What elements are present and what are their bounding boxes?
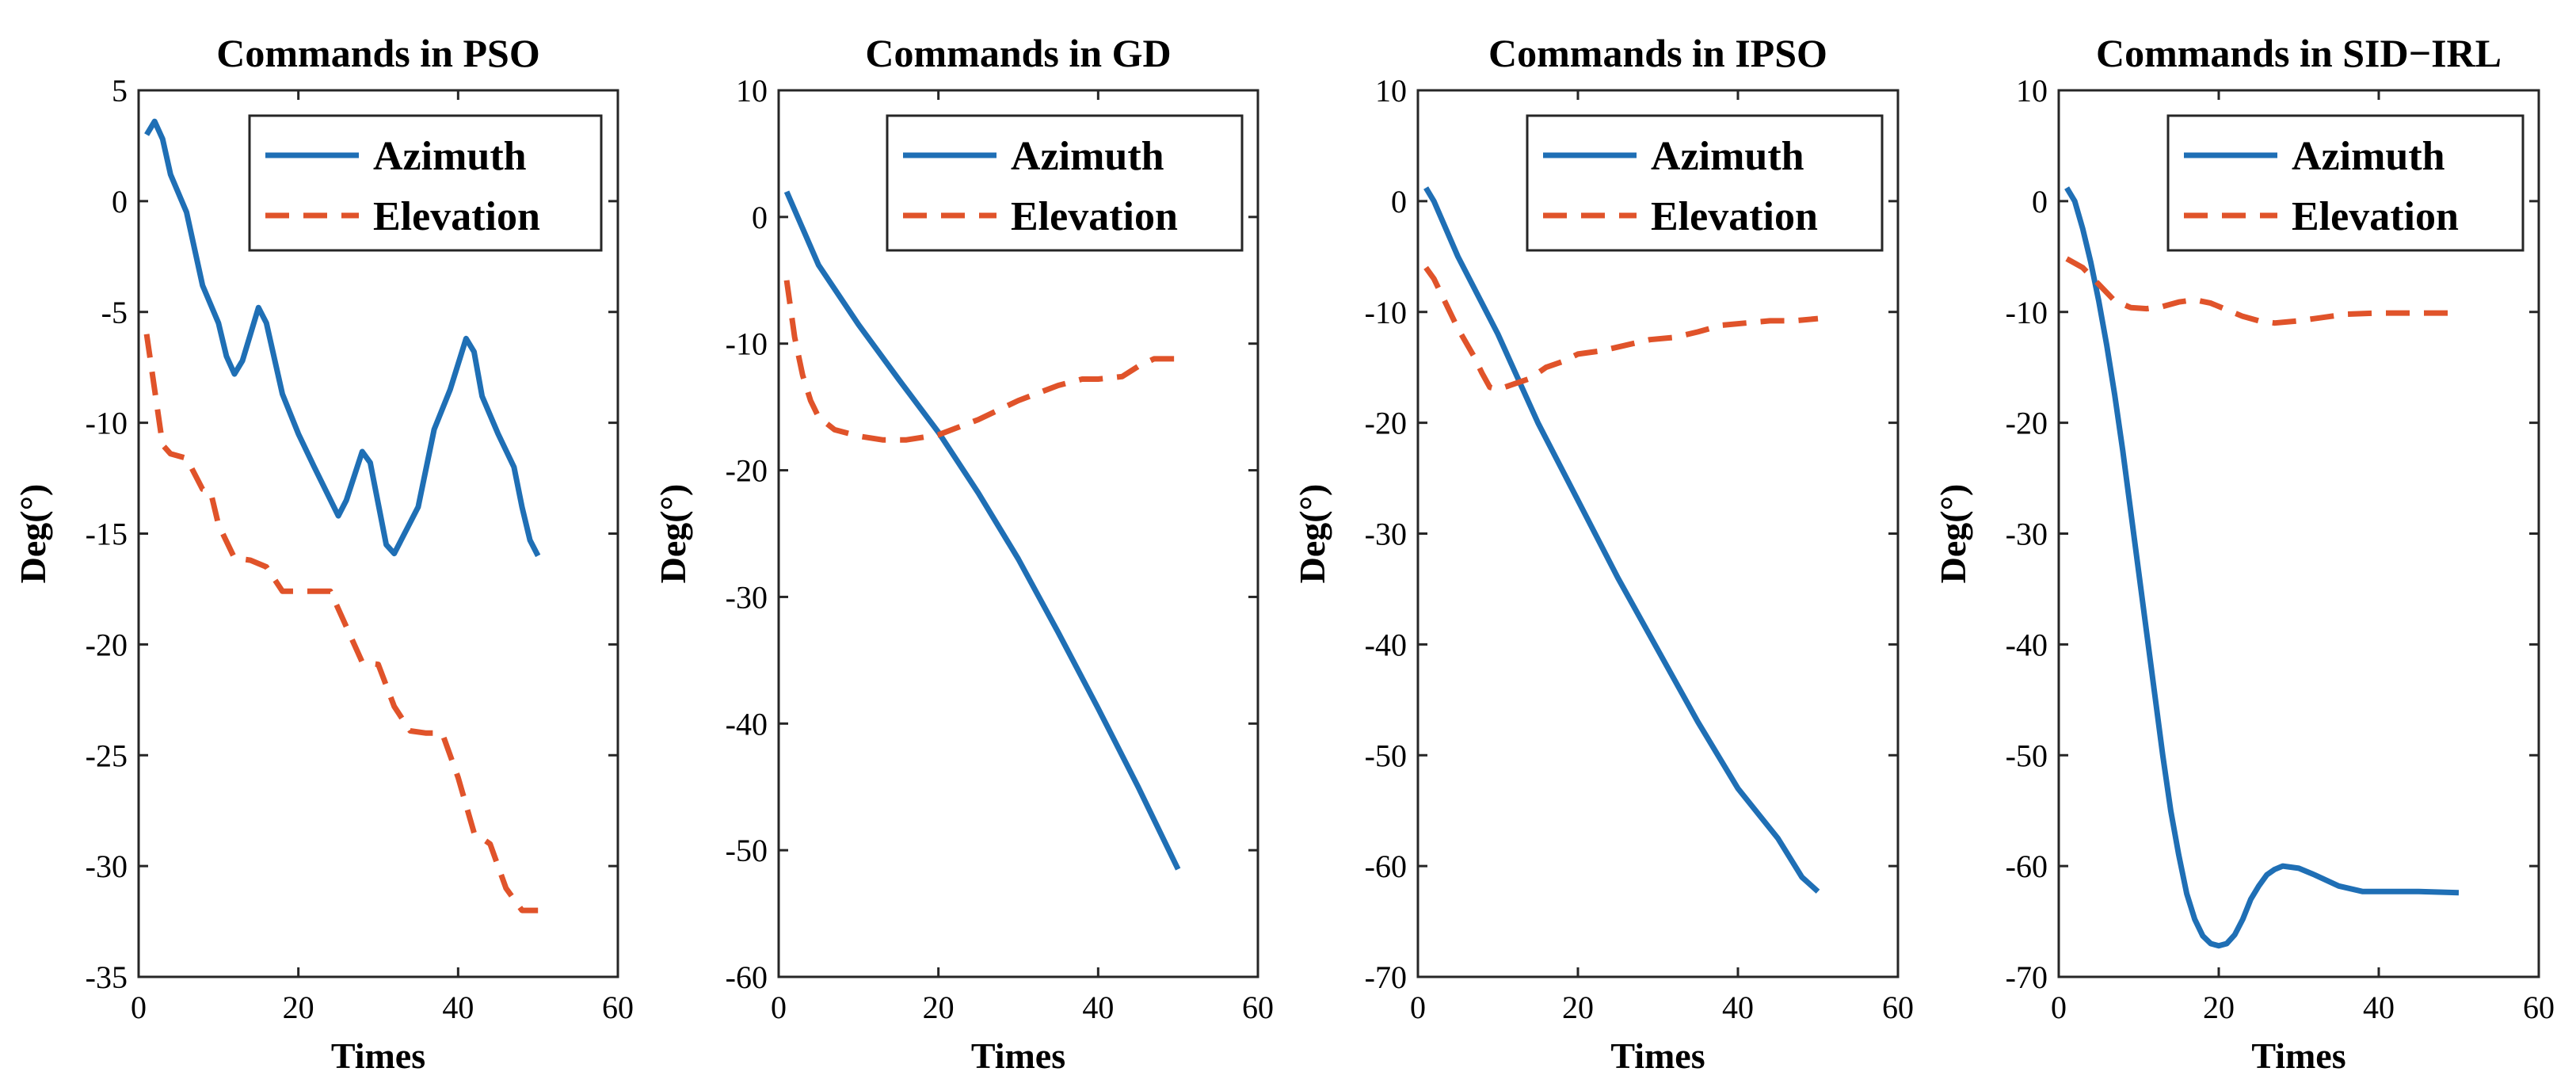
y-tick-label: -30 — [726, 579, 768, 615]
x-tick-label: 60 — [1242, 990, 1274, 1025]
y-tick-label: -60 — [2006, 849, 2048, 884]
y-tick-label: 0 — [112, 184, 128, 219]
y-tick-label: 0 — [2032, 184, 2048, 219]
x-tick-label: 0 — [131, 990, 147, 1025]
subplot-4: Commands in SID−IRL 0 20 40 60 10 0 -10 -20 -30 -4… — [1933, 31, 2555, 1076]
x-tick-label: 40 — [442, 990, 474, 1025]
y-tick-label: -30 — [1365, 517, 1407, 552]
x-tick-label: 40 — [1722, 990, 1754, 1025]
series-line-azimuth — [1423, 186, 1820, 894]
y-axis-label: Deg(°) — [653, 484, 693, 584]
y-tick-label: 0 — [752, 200, 768, 235]
chart-title: Commands in IPSO — [1488, 31, 1827, 75]
x-tick-label: 20 — [923, 990, 955, 1025]
legend-label-elevation: Elevation — [1011, 194, 1178, 239]
x-tick-label: 0 — [1410, 990, 1426, 1025]
y-tick-label: -20 — [86, 627, 128, 662]
x-tick-label: 0 — [2051, 990, 2067, 1025]
x-tick-label: 0 — [771, 990, 787, 1025]
y-tick-label: -50 — [1365, 738, 1407, 773]
x-axis-label: Times — [971, 1036, 1065, 1076]
series-line-azimuth — [2064, 186, 2460, 949]
y-tick-label: -60 — [726, 959, 768, 995]
y-tick-label: 10 — [2016, 73, 2048, 109]
legend-box — [248, 114, 603, 252]
x-axis-label: Times — [1610, 1036, 1705, 1076]
y-tick-label: -40 — [726, 706, 768, 742]
y-tick-label: -15 — [86, 517, 128, 552]
x-tick-label: 40 — [1082, 990, 1114, 1025]
y-tick-label: -25 — [86, 738, 128, 773]
subplot-3: Commands in IPSO 0 20 40 60 10 0 -10 -20 -30 -40 -5… — [1292, 31, 1914, 1076]
y-tick-label: -20 — [2006, 406, 2048, 441]
y-tick-label: -35 — [86, 959, 128, 995]
chart-title: Commands in GD — [865, 31, 1171, 75]
x-tick-label: 20 — [2203, 990, 2235, 1025]
subplot-1: Commands in PSO 0 20 40 60 5 0 -5 -10 -15 -20 -25 -3… — [13, 31, 634, 1076]
x-tick-label: 20 — [283, 990, 314, 1025]
series-line-elevation — [143, 334, 539, 913]
y-tick-label: -50 — [726, 833, 768, 868]
y-tick-label: -10 — [1365, 295, 1407, 330]
y-tick-label: -40 — [2006, 627, 2048, 662]
legend-box — [1526, 114, 1884, 252]
y-tick-label: -30 — [86, 849, 128, 884]
y-axis-label: Deg(°) — [1933, 484, 1973, 584]
x-tick-label: 60 — [2523, 990, 2555, 1025]
y-axis-label: Deg(°) — [13, 484, 53, 584]
y-tick-label: -50 — [2006, 738, 2048, 773]
x-axis-label: Times — [2251, 1036, 2345, 1076]
x-tick-label: 60 — [1882, 990, 1914, 1025]
y-tick-label: 0 — [1391, 184, 1407, 219]
legend-label-azimuth: Azimuth — [2292, 134, 2445, 179]
series-line-elevation — [783, 280, 1179, 443]
y-tick-label: -20 — [1365, 406, 1407, 441]
legend-label-elevation: Elevation — [1651, 194, 1818, 239]
legend-box — [2166, 114, 2525, 252]
y-tick-label: -10 — [86, 406, 128, 441]
series-line-elevation — [1423, 265, 1819, 393]
legend: Azimuth Elevation — [886, 114, 1244, 252]
legend: Azimuth Elevation — [2166, 114, 2525, 252]
subplot-2: Commands in GD 0 20 40 60 10 0 -10 -20 -30 -40 -50 -… — [653, 31, 1274, 1076]
x-tick-label: 20 — [1562, 990, 1594, 1025]
series-line-azimuth — [144, 118, 541, 558]
chart-title: Commands in PSO — [216, 31, 539, 75]
x-tick-label: 60 — [602, 990, 634, 1025]
y-tick-label: -5 — [101, 295, 128, 330]
x-tick-label: 40 — [2363, 990, 2395, 1025]
y-tick-label: 10 — [1375, 73, 1407, 109]
legend-box — [886, 114, 1244, 252]
y-tick-label: -70 — [1365, 959, 1407, 995]
legend-label-elevation: Elevation — [373, 194, 540, 239]
y-axis-label: Deg(°) — [1292, 484, 1332, 584]
y-tick-label: 10 — [736, 73, 768, 109]
y-tick-label: -10 — [2006, 295, 2048, 330]
legend-label-azimuth: Azimuth — [1011, 134, 1164, 179]
y-tick-label: 5 — [112, 73, 128, 109]
y-tick-label: -70 — [2006, 959, 2048, 995]
y-tick-label: -10 — [726, 326, 768, 362]
y-tick-label: -40 — [1365, 627, 1407, 662]
series-line-elevation — [2065, 256, 2459, 326]
legend-label-azimuth: Azimuth — [373, 134, 527, 179]
legend-label-azimuth: Azimuth — [1651, 134, 1804, 179]
y-tick-label: -20 — [726, 453, 768, 489]
legend: Azimuth Elevation — [1526, 114, 1884, 252]
x-axis-label: Times — [331, 1036, 425, 1076]
legend: Azimuth Elevation — [248, 114, 603, 252]
series-line-azimuth — [783, 190, 1181, 871]
chart-title: Commands in SID−IRL — [2096, 31, 2502, 75]
y-tick-label: -30 — [2006, 517, 2048, 552]
y-tick-label: -60 — [1365, 849, 1407, 884]
legend-label-elevation: Elevation — [2292, 194, 2459, 239]
